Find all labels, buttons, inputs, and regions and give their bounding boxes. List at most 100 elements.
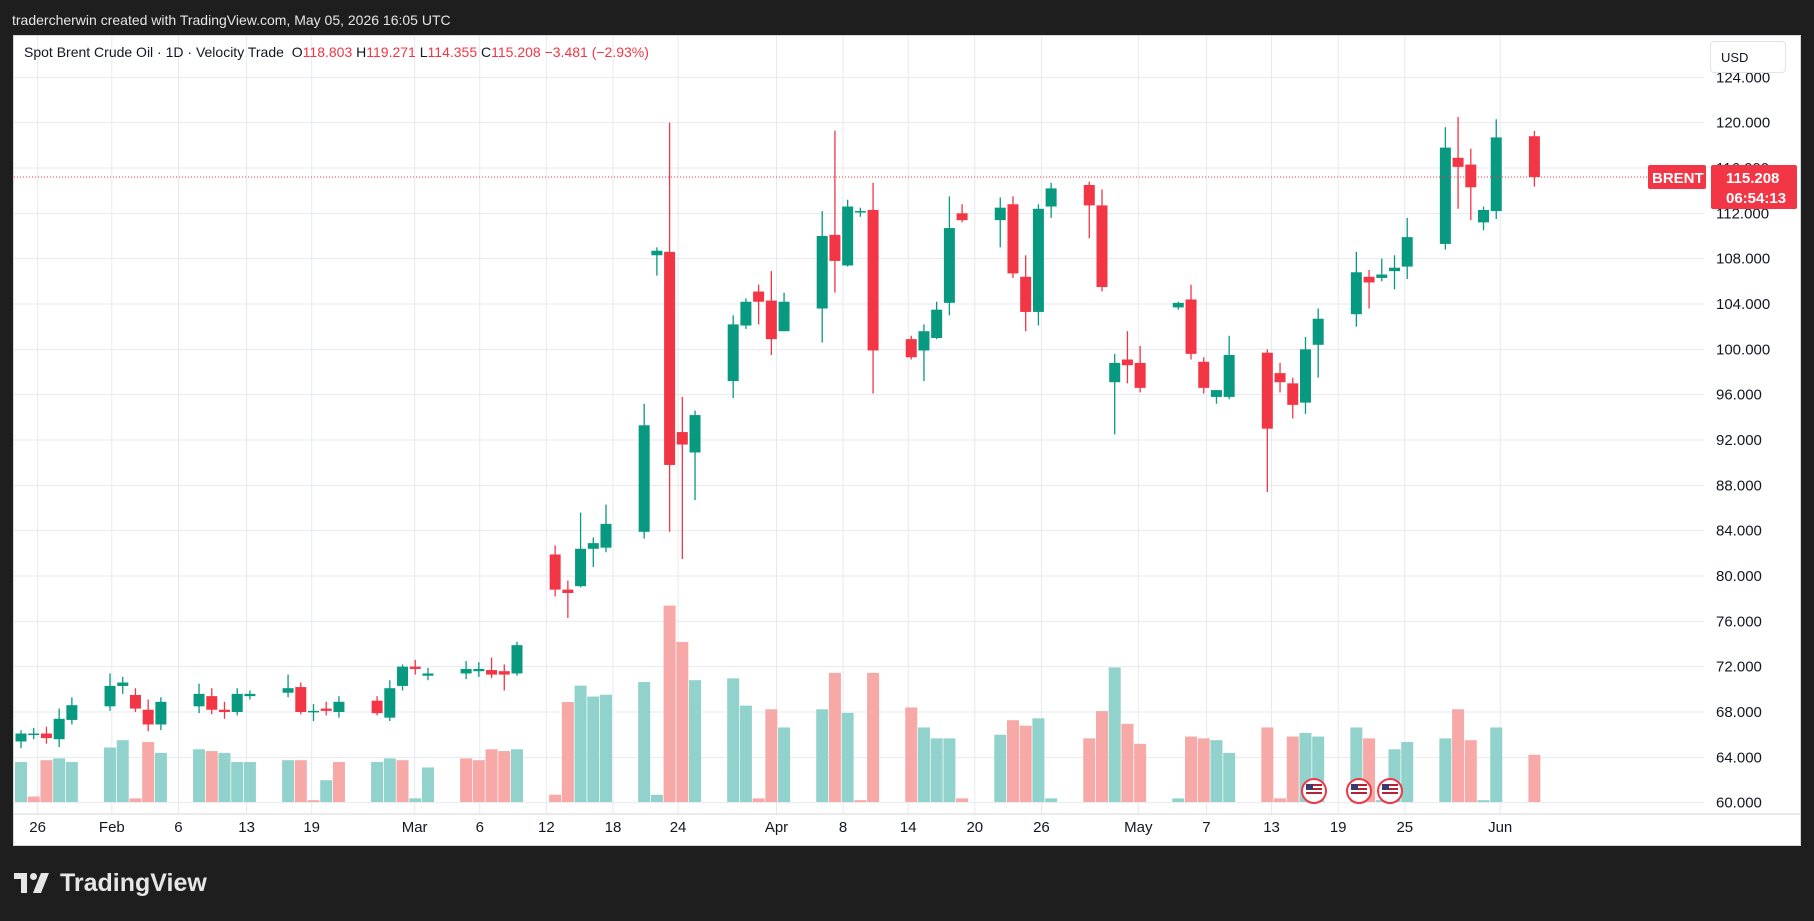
volume-bar	[1121, 723, 1134, 802]
x-tick-label: 8	[839, 819, 847, 836]
us-flag-event-icon	[1377, 778, 1403, 804]
candle-body	[231, 693, 243, 712]
candle-body	[549, 554, 561, 590]
volume-bar	[231, 762, 244, 802]
candle-body	[1376, 274, 1388, 278]
candle-body	[193, 693, 205, 707]
tradingview-brand-text: TradingView	[60, 868, 207, 897]
candle-body	[842, 206, 854, 266]
x-tick-label: 26	[1033, 819, 1050, 836]
candle-body	[1185, 299, 1197, 354]
candle-body	[689, 415, 701, 453]
candle-body	[1083, 185, 1095, 206]
volume-bar	[676, 642, 689, 802]
candle-body	[1350, 272, 1362, 315]
high-value: 119.271	[366, 44, 416, 60]
candle-body	[320, 708, 332, 711]
volume-bar	[1134, 743, 1147, 802]
brent-label-bg	[1648, 164, 1706, 189]
candle-body	[740, 301, 752, 326]
currency-button[interactable]: USD	[1710, 41, 1786, 73]
close-value: 115.208	[491, 44, 541, 60]
volume-bar	[549, 794, 562, 802]
tradingview-logo-icon	[14, 873, 49, 893]
x-tick-label: 19	[303, 819, 320, 836]
x-tick-label: Apr	[765, 819, 788, 836]
volume-bar	[1095, 711, 1108, 802]
ohlc-legend: Spot Brent Crude Oil · 1D · Velocity Tra…	[24, 44, 649, 60]
candle-body	[1109, 362, 1121, 383]
volume-bar	[282, 760, 295, 802]
volume-bar	[561, 702, 574, 802]
close-label: C	[481, 44, 492, 60]
candle-body	[104, 685, 116, 707]
volume-bar	[867, 672, 880, 802]
candle-body	[1389, 267, 1401, 272]
candle-body	[1274, 373, 1286, 383]
change-value: −3.481 (−2.93%)	[544, 44, 649, 60]
x-tick-label: 13	[238, 819, 255, 836]
volume-bar	[332, 762, 345, 802]
y-tick-label: 120.000	[1716, 115, 1770, 132]
volume-bar	[1006, 720, 1019, 802]
candle-body	[765, 300, 777, 340]
candle-body	[829, 234, 841, 261]
volume-bar	[638, 682, 651, 802]
candle-body	[753, 291, 765, 302]
volume-bars	[15, 605, 1541, 802]
candle-body	[1452, 157, 1464, 167]
y-tick-label: 104.000	[1716, 296, 1770, 313]
candle-body	[854, 211, 866, 213]
volume-bar	[828, 672, 841, 802]
volume-bar	[498, 751, 511, 802]
candle-body	[40, 733, 52, 739]
volume-bar	[1274, 798, 1287, 802]
price-chart[interactable]: 60.000 64.000 68.000 72.000 76.000 80.000 84.0…	[14, 36, 1800, 845]
x-tick-label: 14	[900, 819, 917, 836]
tradingview-logo[interactable]: TradingView	[14, 866, 207, 900]
candle-body	[371, 700, 383, 714]
y-tick-label: 96.000	[1716, 387, 1762, 404]
symbol-title[interactable]: Spot Brent Crude Oil · 1D · Velocity Tra…	[24, 44, 284, 60]
volume-bar	[1197, 738, 1210, 802]
volume-bar	[841, 712, 854, 802]
candle-body	[1287, 383, 1299, 405]
x-tick-label: 7	[1202, 819, 1210, 836]
volume-bar	[460, 758, 473, 802]
candle-body	[282, 688, 294, 693]
candle-body	[333, 701, 345, 712]
volume-bar	[778, 727, 791, 802]
volume-bar	[1083, 738, 1096, 802]
volume-bar	[129, 798, 142, 802]
x-tick-label: 25	[1396, 819, 1413, 836]
x-tick-label: May	[1124, 819, 1153, 836]
volume-bar	[218, 752, 231, 802]
volume-bar	[1375, 800, 1388, 802]
candle-body	[28, 733, 40, 736]
volume-bar	[193, 749, 206, 802]
candle-body	[651, 250, 663, 256]
volume-bar	[1286, 736, 1299, 802]
volume-bar	[243, 762, 256, 802]
volume-bar	[421, 767, 434, 802]
candle-body	[244, 693, 256, 697]
candle-body	[473, 668, 485, 672]
last-price-badge	[1711, 164, 1797, 209]
candle-body	[66, 705, 78, 720]
volume-bar	[116, 740, 129, 802]
flag-stripe	[1382, 790, 1398, 792]
candle-body	[1401, 237, 1413, 267]
chart-panel[interactable]: 60.000 64.000 68.000 72.000 76.000 80.000 84.0…	[13, 35, 1801, 846]
volume-bar	[371, 762, 384, 802]
candle-body	[664, 251, 676, 465]
flag-stripe	[1351, 794, 1367, 796]
volume-bar	[752, 798, 765, 802]
volume-bar	[154, 752, 167, 802]
y-tick-label: 68.000	[1716, 704, 1762, 721]
candle-body	[867, 209, 879, 351]
candle-body	[218, 709, 230, 712]
volume-bar	[587, 696, 600, 802]
volume-bar	[994, 734, 1007, 802]
candle-body	[778, 301, 790, 332]
candle-body	[142, 709, 154, 725]
